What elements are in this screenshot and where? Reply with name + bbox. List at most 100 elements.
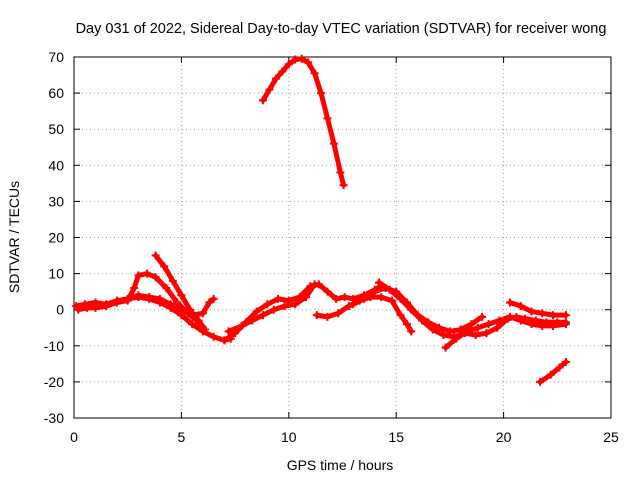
x-axis-label: GPS time / hours [287, 457, 394, 473]
data-point [280, 302, 289, 311]
data-series-track-early-c [151, 251, 210, 334]
data-point [506, 312, 515, 321]
data-tracks [72, 54, 570, 386]
data-series-track-mid-a [220, 280, 386, 345]
data-point [396, 311, 405, 320]
y-axis-ticks: -30 -20 -10 0 10 20 30 40 50 60 70 [44, 49, 611, 426]
data-point [538, 309, 547, 318]
data-point [134, 291, 143, 300]
data-point [493, 323, 502, 332]
data-series-track-high-arc [259, 54, 348, 190]
data-point [143, 269, 152, 278]
data-point [134, 271, 143, 280]
data-point [237, 321, 246, 330]
data-point [284, 60, 293, 69]
data-point [546, 370, 555, 379]
data-point [516, 302, 525, 311]
x-tick-label: 25 [603, 429, 619, 445]
data-point [549, 321, 558, 330]
data-point [205, 298, 214, 307]
data-point [271, 74, 280, 83]
data-track-line [507, 300, 569, 318]
data-point [112, 298, 121, 307]
data-point [471, 330, 480, 339]
data-point [323, 114, 332, 123]
data-point [527, 320, 536, 329]
data-point [91, 303, 100, 312]
data-point [428, 325, 437, 334]
data-point [224, 327, 233, 336]
y-tick-label: -10 [44, 338, 64, 354]
data-point [329, 139, 338, 148]
data-point [484, 320, 493, 329]
data-point [209, 294, 218, 303]
data-track-line [73, 294, 234, 343]
data-point [123, 294, 132, 303]
data-point [323, 312, 332, 321]
data-point [168, 276, 177, 285]
y-tick-label: 50 [48, 121, 64, 137]
x-tick-label: 15 [388, 429, 404, 445]
data-point [304, 58, 313, 67]
data-point [82, 303, 91, 312]
data-point [516, 316, 525, 325]
x-tick-label: 0 [70, 429, 78, 445]
data-series-track-early-d [123, 291, 218, 320]
data-series-track-late-c [506, 298, 570, 320]
data-point [396, 294, 405, 303]
data-point [310, 280, 319, 289]
data-point [145, 293, 154, 302]
data-track-line [221, 281, 384, 343]
data-point [188, 311, 197, 320]
data-point [349, 300, 358, 309]
data-point [527, 307, 536, 316]
data-point [561, 358, 570, 367]
data-point [452, 334, 461, 343]
data-point [102, 302, 111, 311]
data-point [478, 312, 487, 321]
data-track-line [537, 359, 569, 385]
data-point [407, 305, 416, 314]
data-point [317, 89, 326, 98]
data-point [402, 320, 411, 329]
y-tick-label: 30 [48, 193, 64, 209]
data-point [269, 305, 278, 314]
data-point [339, 181, 348, 190]
data-point [265, 85, 274, 94]
data-point [377, 293, 386, 302]
data-point [370, 287, 379, 296]
data-point [162, 284, 171, 293]
y-tick-label: 10 [48, 266, 64, 282]
data-point [74, 305, 83, 314]
data-point [407, 327, 416, 336]
x-tick-label: 10 [281, 429, 297, 445]
data-point [198, 309, 207, 318]
data-point [549, 311, 558, 320]
data-point [259, 311, 268, 320]
y-tick-label: -20 [44, 374, 64, 390]
data-point [359, 294, 368, 303]
data-point [177, 305, 186, 314]
data-point [220, 336, 229, 345]
data-point [473, 323, 482, 332]
data-point [439, 330, 448, 339]
data-point [334, 309, 343, 318]
data-point [387, 296, 396, 305]
data-point [555, 363, 564, 372]
y-axis-label: SDTVAR / TECUs [6, 181, 22, 293]
grid [74, 57, 611, 418]
data-point [209, 332, 218, 341]
data-point [130, 284, 139, 293]
x-axis-ticks: 0 5 10 15 20 25 [70, 57, 619, 445]
data-point [467, 320, 476, 329]
y-tick-label: 70 [48, 49, 64, 65]
data-point [323, 287, 332, 296]
data-point [506, 298, 515, 307]
data-point [194, 316, 203, 325]
data-point [340, 293, 349, 302]
data-point [336, 168, 345, 177]
data-point [155, 294, 164, 303]
chart-title: Day 031 of 2022, Sidereal Day-to-day VTE… [76, 21, 607, 37]
data-point [301, 293, 310, 302]
